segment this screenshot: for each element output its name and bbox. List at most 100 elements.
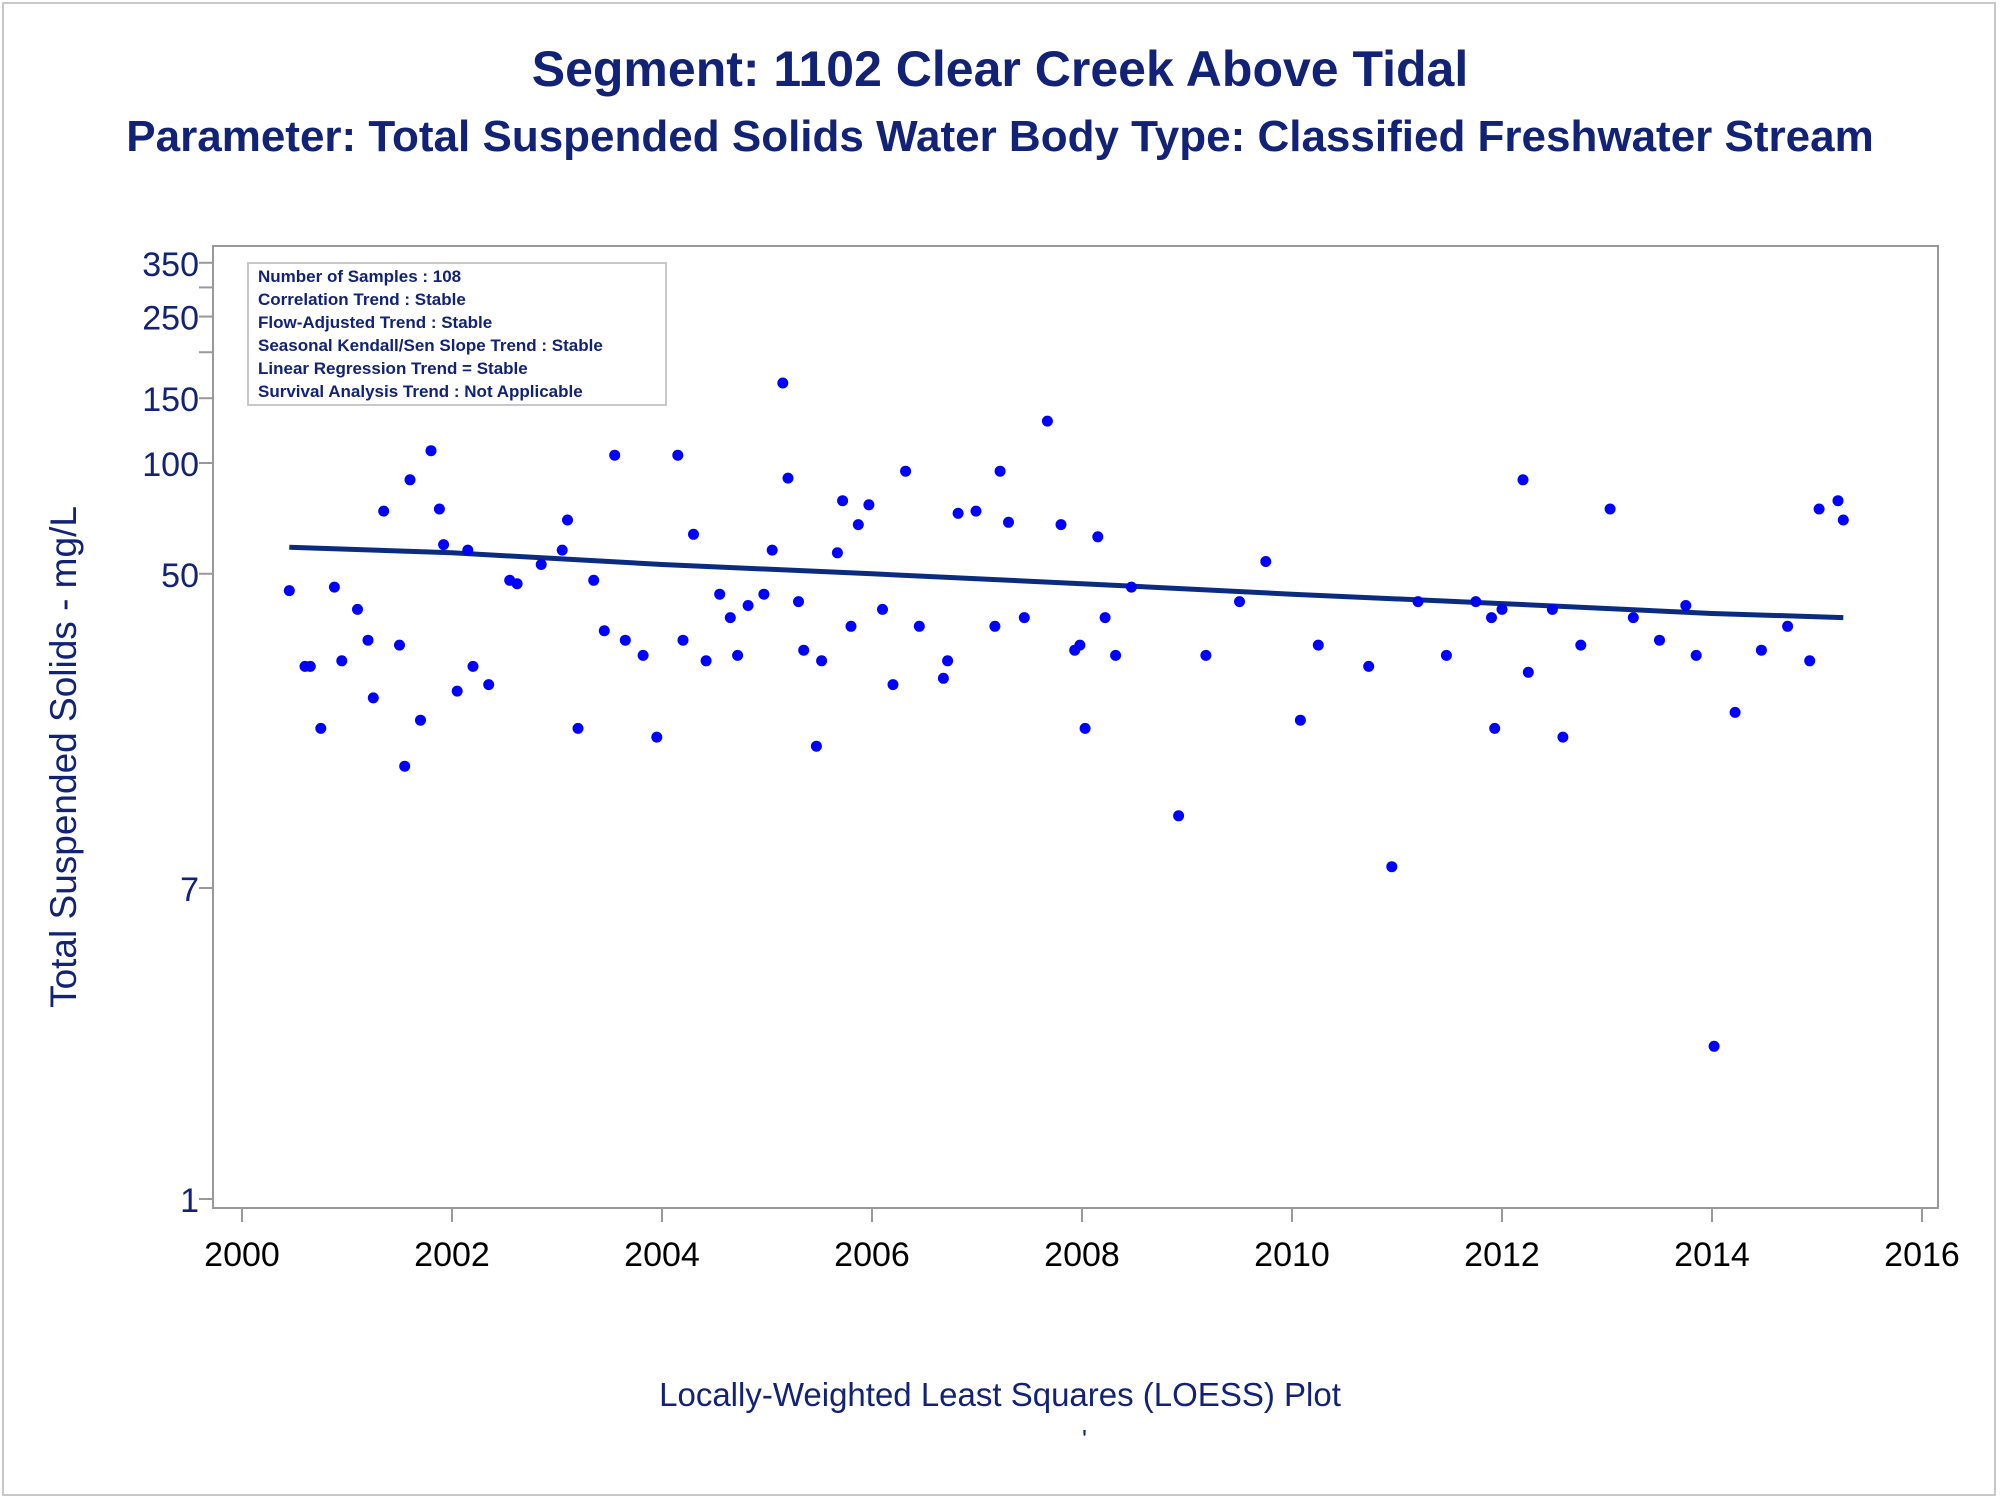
- data-point: [1363, 660, 1375, 672]
- y-axis-label: Total Suspended Solids - mg/L: [43, 506, 84, 1008]
- y-tick-label: 350: [142, 246, 199, 284]
- data-point: [511, 578, 523, 590]
- stats-line: Survival Analysis Trend : Not Applicable: [258, 382, 583, 401]
- data-point: [1125, 581, 1137, 593]
- data-point: [913, 620, 925, 632]
- data-point: [362, 634, 374, 646]
- x-tick-label: 2000: [204, 1236, 280, 1274]
- data-point: [994, 465, 1006, 477]
- data-point: [700, 655, 712, 667]
- data-point: [451, 685, 463, 697]
- data-point: [1470, 596, 1482, 608]
- data-point: [315, 722, 327, 734]
- data-point: [900, 465, 912, 477]
- data-point: [1575, 639, 1587, 651]
- data-point: [688, 528, 699, 540]
- data-point: [1813, 503, 1825, 515]
- plot-frame: [212, 245, 1939, 1209]
- data-point: [572, 722, 584, 734]
- data-point: [1729, 706, 1741, 718]
- data-point: [1234, 596, 1245, 608]
- data-point: [433, 503, 445, 515]
- data-point: [793, 596, 804, 608]
- data-point: [1804, 655, 1816, 667]
- data-point: [816, 655, 828, 667]
- data-point: [1522, 666, 1534, 678]
- data-point: [609, 449, 621, 461]
- footnote: Locally-Weighted Least Squares (LOESS) P…: [659, 1376, 1341, 1413]
- data-point: [462, 544, 474, 556]
- data-point: [852, 519, 864, 531]
- x-tick-label: 2004: [624, 1236, 700, 1274]
- data-point: [1260, 556, 1272, 567]
- data-point: [598, 625, 610, 637]
- data-points: [283, 266, 1849, 1052]
- x-tick-label: 2002: [414, 1236, 490, 1274]
- x-tick-label: 2010: [1254, 1236, 1330, 1274]
- stats-line: Correlation Trend : Stable: [258, 290, 466, 309]
- data-point: [837, 495, 849, 507]
- x-tick-label: 2012: [1464, 1236, 1540, 1274]
- data-point: [1680, 600, 1692, 611]
- data-point: [336, 655, 348, 667]
- data-point: [619, 634, 631, 646]
- data-point: [798, 644, 810, 656]
- data-point: [863, 499, 875, 511]
- data-point: [672, 449, 684, 461]
- data-point: [1003, 516, 1014, 528]
- data-point: [1099, 612, 1111, 624]
- data-point: [404, 474, 416, 486]
- data-point: [1079, 722, 1091, 734]
- data-point: [399, 760, 411, 772]
- x-tick-label: 2006: [834, 1236, 910, 1274]
- data-point: [328, 581, 340, 593]
- data-point: [535, 559, 547, 570]
- stats-line: Linear Regression Trend = Stable: [258, 359, 528, 378]
- data-point: [677, 634, 689, 646]
- data-point: [742, 600, 754, 611]
- data-point: [562, 514, 573, 526]
- data-point: [1837, 514, 1849, 526]
- x-tick-label: 2016: [1884, 1236, 1960, 1274]
- data-point: [1496, 603, 1508, 615]
- data-point: [378, 505, 390, 517]
- data-point: [556, 544, 568, 556]
- data-point: [1312, 639, 1324, 651]
- data-point: [937, 672, 949, 684]
- x-tick-label: 2014: [1674, 1236, 1750, 1274]
- x-axis: 2000 2002 2004 2006 2008 2010 2012 2014 2016: [204, 1208, 1960, 1274]
- data-point: [283, 585, 295, 597]
- data-point: [483, 679, 495, 691]
- stats-line: Seasonal Kendall/Sen Slope Trend : Stabl…: [258, 336, 603, 355]
- data-point: [1604, 503, 1616, 515]
- data-point: [758, 588, 770, 600]
- data-point: [352, 603, 363, 615]
- data-point: [438, 539, 450, 551]
- data-point: [942, 655, 954, 667]
- stats-line: Flow-Adjusted Trend : Stable: [258, 313, 492, 332]
- data-point: [1110, 649, 1122, 661]
- data-point: [989, 620, 1001, 632]
- x-tick-label: 2008: [1044, 1236, 1120, 1274]
- y-tick-label: 250: [142, 300, 199, 338]
- data-point: [1173, 810, 1185, 822]
- data-point: [1546, 603, 1558, 615]
- data-point: [887, 679, 899, 691]
- y-tick-label: 150: [142, 381, 199, 419]
- data-point: [831, 547, 843, 559]
- data-point: [467, 660, 479, 672]
- data-point: [810, 740, 822, 752]
- data-point: [1755, 644, 1767, 656]
- data-point: [651, 731, 663, 743]
- data-point: [1041, 415, 1053, 427]
- data-point: [845, 620, 857, 632]
- data-point: [367, 692, 379, 704]
- data-point: [732, 649, 744, 661]
- data-point: [1412, 596, 1424, 608]
- y-tick-label: 50: [161, 557, 199, 595]
- data-point: [766, 544, 778, 556]
- data-point: [1517, 474, 1529, 486]
- chart-title: Segment: 1102 Clear Creek Above Tidal: [531, 41, 1469, 97]
